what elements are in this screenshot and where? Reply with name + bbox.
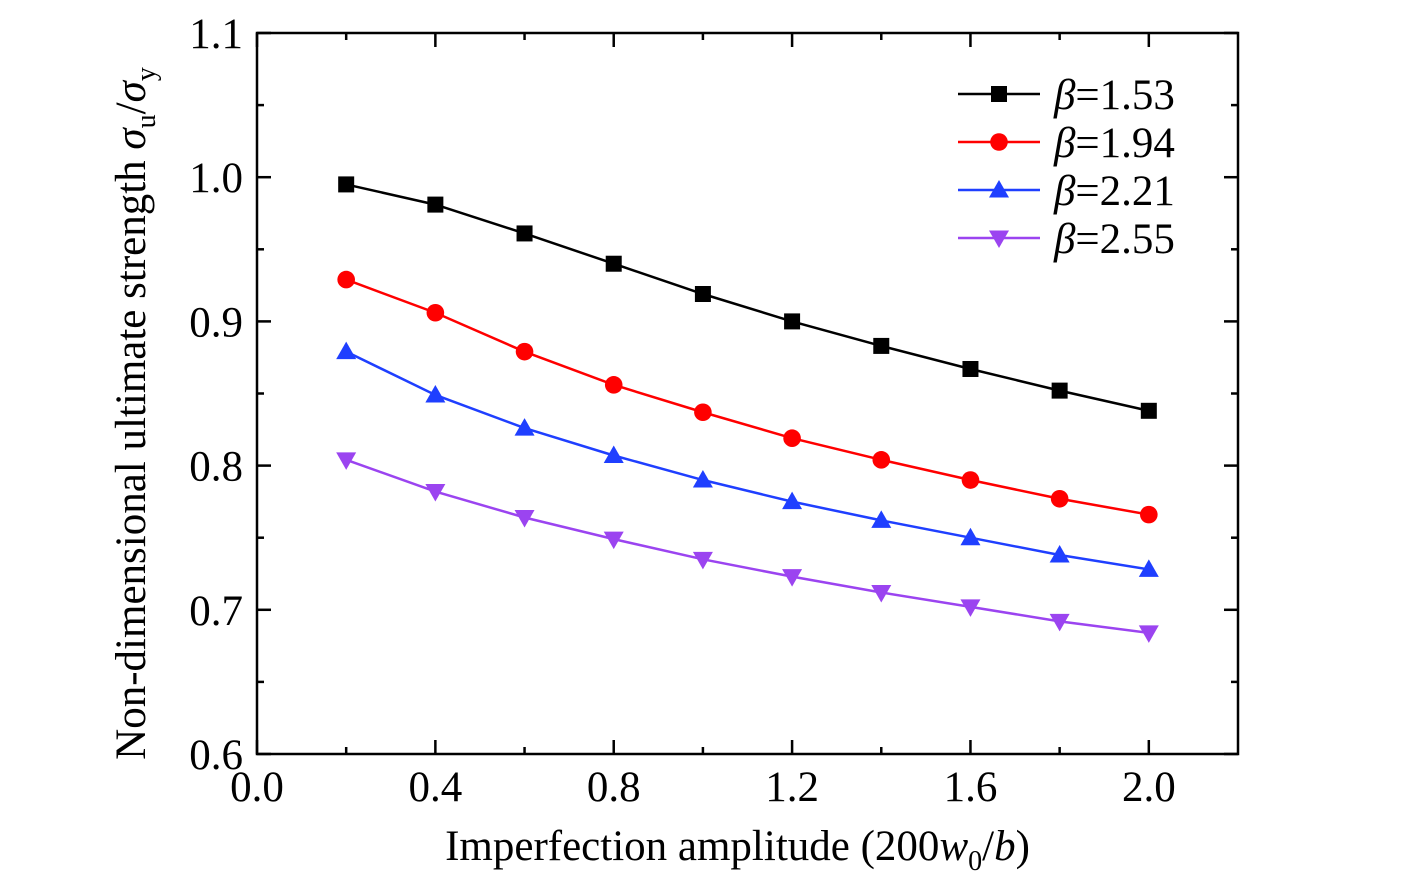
data-point xyxy=(694,286,711,303)
series-layer xyxy=(336,176,1159,643)
x-axis: 0.0 0.4 0.8 1.2 1.6 2.0 xyxy=(230,33,1176,811)
series-line xyxy=(345,458,1149,635)
data-point xyxy=(1050,489,1069,508)
legend-label: β=1.94 xyxy=(1053,120,1175,167)
series-line xyxy=(345,183,1150,413)
y-axis-title: Non-dimensional ultimate strength σu/σy xyxy=(108,67,162,760)
data-point xyxy=(514,418,535,436)
data-point xyxy=(1138,559,1159,577)
data-point xyxy=(516,225,533,242)
series-line xyxy=(345,278,1150,516)
data-point xyxy=(871,510,892,528)
data-point xyxy=(338,176,355,193)
y-axis: 0.6 0.7 0.8 0.9 1.0 1.1 xyxy=(189,11,1238,779)
data-point xyxy=(872,451,891,469)
series-3 xyxy=(336,341,1159,577)
legend-entry-3: β=2.21 xyxy=(958,168,1175,215)
legend-entry-1: β=1.53 xyxy=(958,72,1175,119)
data-point xyxy=(873,337,890,354)
legend-marker xyxy=(990,133,1008,151)
legend-entry-2: β=1.94 xyxy=(958,120,1175,167)
y-tick-label: 1.1 xyxy=(189,11,243,58)
y-tick-label: 1.0 xyxy=(189,155,243,202)
data-point xyxy=(1140,402,1157,419)
data-point xyxy=(1049,545,1070,563)
data-point xyxy=(960,599,981,617)
y-tick-label: 0.7 xyxy=(189,588,243,635)
x-tick-label: 0.4 xyxy=(408,764,462,811)
x-axis-title: Imperfection amplitude (200w0/b) xyxy=(445,823,1030,877)
legend-label: β=1.53 xyxy=(1053,72,1175,119)
data-point xyxy=(336,341,357,360)
data-point xyxy=(426,303,445,322)
x-tick-label: 0.8 xyxy=(587,764,641,811)
x-tick-label: 1.6 xyxy=(944,764,998,811)
data-point xyxy=(1051,382,1068,399)
data-point xyxy=(337,270,355,289)
legend-label: β=2.55 xyxy=(1053,216,1175,263)
legend: β=1.53β=1.94β=2.21β=2.55 xyxy=(958,72,1175,263)
data-point xyxy=(515,342,534,361)
legend-label: β=2.21 xyxy=(1053,168,1175,215)
data-point xyxy=(336,452,357,470)
data-point xyxy=(425,484,446,502)
data-point xyxy=(961,471,980,489)
data-point xyxy=(783,429,801,448)
data-point xyxy=(782,569,803,587)
data-point xyxy=(604,376,623,394)
legend-entry-4: β=2.55 xyxy=(958,216,1175,263)
data-point xyxy=(514,510,535,528)
data-point xyxy=(694,403,712,422)
series-4 xyxy=(336,452,1159,643)
data-point xyxy=(782,491,803,510)
data-point xyxy=(603,531,624,550)
data-point xyxy=(962,360,979,377)
legend-marker xyxy=(989,180,1009,198)
x-tick-label: 0.0 xyxy=(230,764,284,811)
series-1 xyxy=(338,176,1157,419)
data-point xyxy=(605,255,622,272)
data-point xyxy=(425,384,446,403)
data-point xyxy=(692,470,713,488)
series-2 xyxy=(337,270,1158,524)
data-point xyxy=(871,584,892,603)
data-point xyxy=(1138,625,1159,643)
data-point xyxy=(1049,613,1070,632)
series-line xyxy=(345,350,1150,571)
x-tick-label: 2.0 xyxy=(1122,764,1176,811)
y-tick-label: 0.6 xyxy=(189,732,243,779)
data-point xyxy=(603,445,624,464)
data-point xyxy=(1140,505,1158,524)
x-tick-label: 1.2 xyxy=(765,764,819,811)
legend-marker xyxy=(991,86,1007,102)
data-point xyxy=(427,196,444,213)
data-point xyxy=(692,551,713,570)
y-tick-label: 0.8 xyxy=(189,444,243,491)
legend-marker xyxy=(989,230,1009,248)
y-tick-label: 0.9 xyxy=(189,299,243,346)
data-point xyxy=(960,527,981,546)
data-point xyxy=(784,313,801,330)
